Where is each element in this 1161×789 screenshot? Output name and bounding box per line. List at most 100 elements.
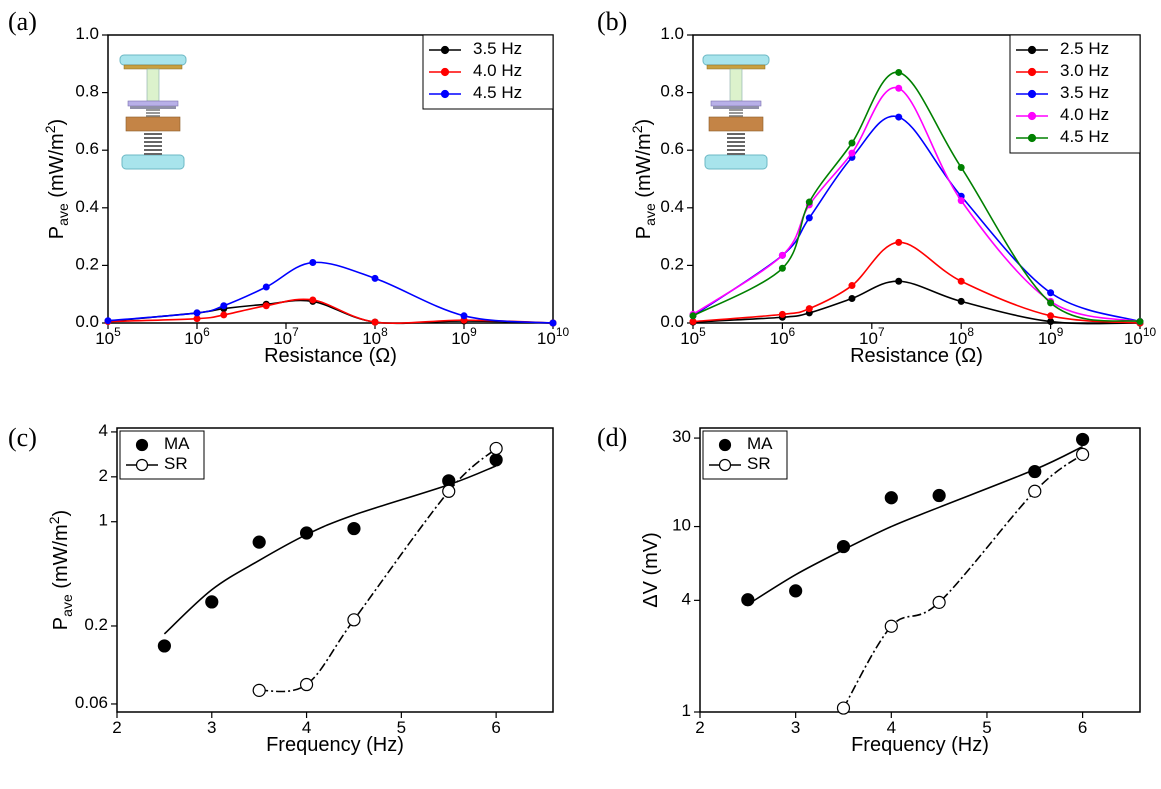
data-point	[347, 521, 361, 536]
y-tick-label: 4	[99, 421, 108, 440]
y-tick-label: 1.0	[75, 24, 99, 43]
legend-marker	[1027, 111, 1037, 121]
data-point	[1047, 318, 1055, 326]
plot-frame	[116, 427, 554, 713]
x-tick-label: 107	[273, 325, 299, 348]
y-tick-label: 1.0	[660, 24, 684, 43]
x-tick-label: 6	[1078, 718, 1087, 737]
x-axis-label: Resistance (Ω)	[264, 345, 397, 367]
y-axis-label: ΔV (mV)	[640, 532, 662, 608]
series-line	[259, 447, 497, 693]
x-tick-label: 3	[791, 718, 800, 737]
y-tick-label: 0.0	[660, 312, 684, 331]
data-point	[895, 277, 903, 285]
panel-label: (c)	[8, 423, 37, 452]
data-point	[220, 311, 228, 319]
data-point	[848, 282, 856, 290]
data-point	[299, 526, 314, 540]
data-point	[1028, 464, 1042, 479]
data-point	[848, 295, 856, 303]
legend-marker	[1027, 89, 1037, 99]
x-tick-label: 6	[491, 718, 500, 737]
legend-marker	[135, 458, 149, 472]
y-tick-label: 2	[99, 466, 108, 485]
data-point	[805, 214, 813, 222]
x-tick-label: 106	[184, 325, 210, 348]
x-tick-label: 107	[859, 325, 885, 348]
data-point	[805, 305, 813, 313]
legend-label: 4.0 Hz	[1060, 105, 1109, 124]
data-point	[805, 198, 813, 206]
x-tick-label: 109	[1038, 325, 1064, 348]
y-tick-label: 30	[672, 428, 691, 447]
x-tick-label: 3	[207, 718, 216, 737]
data-point	[895, 68, 903, 76]
data-point	[299, 677, 314, 692]
data-point	[371, 318, 379, 326]
legend-marker	[1027, 133, 1037, 143]
legend-label: 3.0 Hz	[1060, 61, 1109, 80]
data-point	[252, 535, 266, 549]
y-tick-label: 1	[682, 701, 691, 720]
data-point	[262, 283, 270, 291]
legend-label: 4.5 Hz	[473, 83, 522, 102]
legend-label: MA	[164, 434, 190, 453]
device-inset	[119, 54, 187, 170]
data-point	[262, 302, 270, 310]
data-point	[932, 595, 946, 609]
x-tick-label: 2	[695, 718, 704, 737]
data-point	[1047, 299, 1055, 307]
y-tick-label: 0.6	[75, 140, 99, 159]
legend-label: 2.5 Hz	[1060, 39, 1109, 58]
data-point	[193, 315, 201, 323]
legend-marker	[718, 438, 732, 452]
legend-box	[702, 430, 788, 480]
data-point	[778, 264, 786, 272]
data-point	[689, 312, 697, 320]
y-tick-label: 0.0	[75, 312, 99, 331]
x-tick-label: 108	[362, 325, 388, 348]
y-tick-label: 0.4	[660, 197, 684, 216]
data-point	[1076, 447, 1090, 461]
y-tick-label: 0.4	[75, 197, 99, 216]
data-point	[689, 318, 697, 326]
data-point	[371, 274, 379, 282]
y-tick-label: 10	[672, 516, 691, 535]
y-tick-label: 0.2	[75, 255, 99, 274]
x-tick-label: 5	[982, 718, 991, 737]
y-tick-label: 0.8	[660, 82, 684, 101]
legend-marker	[1027, 45, 1037, 55]
legend-marker	[135, 438, 149, 452]
data-point	[489, 441, 503, 456]
data-point	[957, 277, 965, 285]
legend-marker	[718, 458, 732, 472]
data-point	[309, 296, 317, 304]
data-point	[193, 309, 201, 317]
series-line	[107, 261, 554, 324]
panel: (b) Resistance (Ω) Pave (mW/m2) 105 106 107 10…	[597, 7, 1156, 367]
legend-marker	[1027, 67, 1037, 77]
legend-label: 4.0 Hz	[473, 61, 522, 80]
data-point	[932, 488, 946, 503]
plot-frame	[692, 34, 1141, 324]
data-point	[220, 302, 228, 310]
data-point	[252, 683, 266, 697]
y-tick-label: 4	[682, 590, 691, 609]
y-tick-label: 0.2	[660, 255, 684, 274]
data-point	[741, 593, 755, 607]
data-point	[157, 639, 171, 653]
data-point	[489, 453, 503, 467]
legend-marker	[440, 45, 450, 55]
y-tick-label: 0.06	[75, 693, 108, 712]
x-tick-label: 109	[451, 325, 477, 348]
data-point	[549, 319, 557, 327]
x-tick-label: 105	[680, 325, 706, 348]
x-tick-label: 5	[397, 718, 406, 737]
data-point	[884, 491, 898, 505]
data-point	[104, 317, 112, 325]
x-tick-label: 108	[948, 325, 974, 348]
data-point	[205, 595, 219, 609]
legend-label: SR	[747, 454, 771, 473]
